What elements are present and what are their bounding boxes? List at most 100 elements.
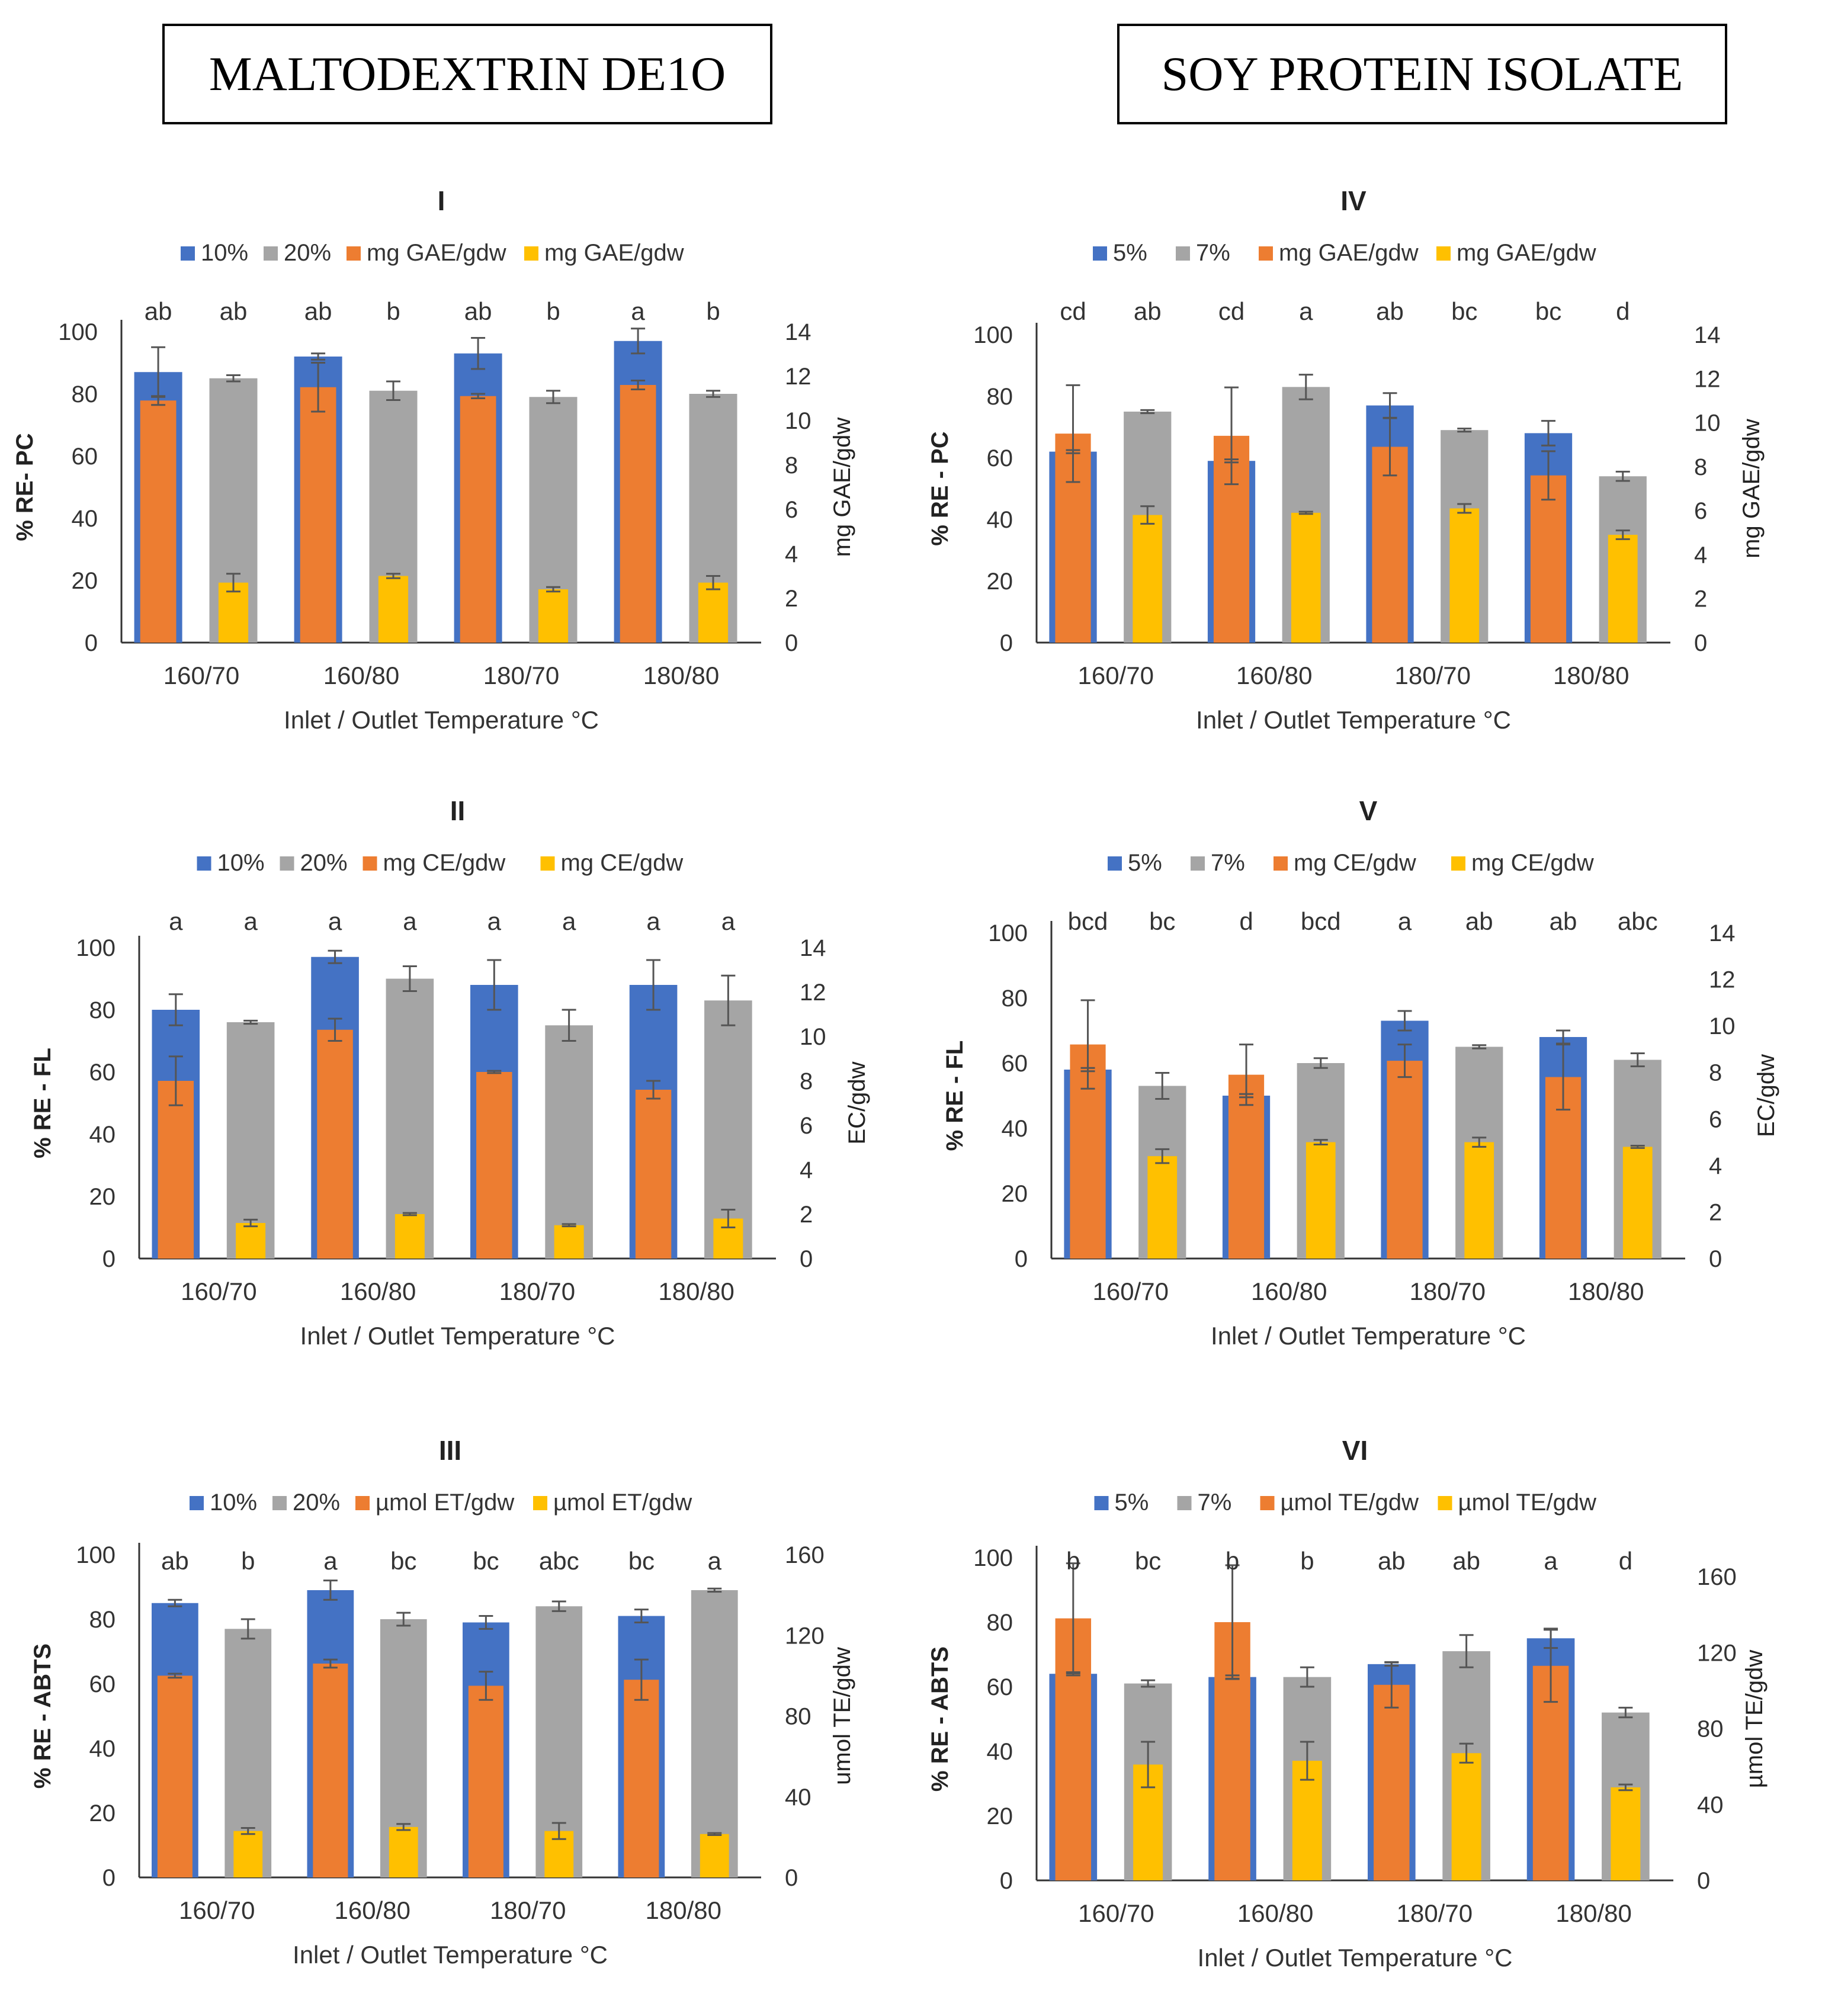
y-tick-label: 60 — [72, 444, 98, 470]
bar-orange-2 — [460, 396, 496, 643]
y2-tick-label: 12 — [1709, 967, 1736, 993]
y2-tick-label: 2 — [1709, 1199, 1722, 1225]
bar-orange-0 — [157, 1675, 193, 1877]
x-tick-label: 160/70 — [1093, 1277, 1169, 1305]
bar-yellow-0 — [218, 582, 249, 643]
bar-orange-0 — [158, 1081, 194, 1259]
x-tick-label: 160/80 — [335, 1896, 410, 1924]
y2-axis-label: umol TE/gdw — [829, 1647, 855, 1785]
y2-tick-label: 8 — [800, 1068, 813, 1094]
significance-letter: ab — [1465, 907, 1493, 935]
y-tick-label: 0 — [102, 1865, 116, 1891]
significance-letter: ab — [220, 297, 248, 325]
bar-orange-3 — [1530, 475, 1567, 643]
significance-letter: ab — [1550, 907, 1577, 935]
legend-label-3: µmol TE/gdw — [1458, 1489, 1597, 1516]
significance-letter: a — [631, 297, 645, 325]
legend-swatch-2 — [355, 1496, 370, 1510]
significance-letter: ab — [1376, 297, 1404, 325]
chart-I: I 10% 20% mg GAE/gdw mg GAE/gdw 0 20 40 60 80 100 0… — [12, 185, 855, 734]
x-axis-label: Inlet / Outlet Temperature °C — [1196, 706, 1511, 734]
x-tick-label: 180/80 — [658, 1277, 734, 1305]
significance-letter: a — [1299, 297, 1313, 325]
y2-tick-label: 2 — [800, 1202, 813, 1228]
bar-orange-3 — [624, 1680, 659, 1877]
legend-swatch-0 — [197, 856, 211, 871]
significance-letter: ab — [1378, 1547, 1406, 1575]
bar-yellow-2 — [1449, 508, 1480, 643]
significance-letter: a — [646, 907, 660, 935]
y-tick-label: 0 — [102, 1246, 116, 1272]
y2-tick-label: 80 — [785, 1704, 811, 1730]
y-tick-label: 80 — [1002, 985, 1028, 1012]
significance-letter: bc — [1149, 907, 1175, 935]
legend-swatch-3 — [1451, 856, 1465, 871]
x-tick-label: 180/80 — [1553, 662, 1629, 689]
y2-tick-label: 120 — [785, 1623, 825, 1649]
y-tick-label: 80 — [987, 384, 1013, 410]
legend-label-0: 5% — [1115, 1489, 1149, 1516]
bar-orange-2 — [468, 1686, 503, 1877]
bar-orange-0 — [140, 400, 177, 643]
y2-axis-label: mg GAE/gdw — [829, 418, 855, 557]
significance-letter: b — [546, 297, 560, 325]
y-tick-label: 100 — [973, 322, 1013, 348]
significance-letter: cd — [1060, 297, 1086, 325]
legend-label-2: mg GAE/gdw — [1279, 240, 1419, 266]
legend-swatch-0 — [190, 1496, 204, 1510]
y-tick-label: 40 — [72, 506, 98, 532]
significance-letter: ab — [1134, 297, 1162, 325]
y2-tick-label: 0 — [785, 1865, 798, 1891]
legend-label-3: mg GAE/gdw — [544, 240, 684, 266]
chart-title: V — [1359, 795, 1378, 826]
y-axis-label: % RE - FL — [30, 1048, 56, 1158]
significance-letter: abc — [1618, 907, 1658, 935]
bar-20pct-2 — [545, 1025, 593, 1259]
significance-letter: bcd — [1301, 907, 1341, 935]
legend-label-2: µmol ET/gdw — [376, 1489, 514, 1516]
y-axis-label: % RE - ABTS — [30, 1643, 56, 1789]
x-tick-label: 180/80 — [1568, 1277, 1644, 1305]
legend-swatch-3 — [540, 856, 555, 871]
significance-letter: b — [1066, 1547, 1080, 1575]
bar-yellow-3 — [1611, 1787, 1641, 1880]
significance-letter: a — [1544, 1547, 1558, 1575]
bar-orange-3 — [635, 1090, 672, 1259]
legend-swatch-2 — [1259, 246, 1273, 261]
legend-label-1: 20% — [284, 240, 331, 266]
y-tick-label: 100 — [76, 1542, 116, 1568]
significance-letter: d — [1616, 297, 1629, 325]
y2-tick-label: 12 — [1694, 366, 1721, 392]
bar-20pct-3 — [691, 1590, 738, 1877]
bar-orange-2 — [476, 1072, 512, 1259]
y2-tick-label: 0 — [1697, 1868, 1710, 1894]
y2-tick-label: 10 — [785, 408, 811, 434]
legend-swatch-1 — [1191, 856, 1205, 871]
y2-tick-label: 6 — [1709, 1106, 1722, 1132]
y2-axis-label: EC/gdw — [844, 1061, 870, 1144]
x-tick-label: 160/80 — [340, 1277, 416, 1305]
y2-tick-label: 6 — [800, 1113, 813, 1139]
legend-swatch-0 — [1094, 1496, 1109, 1510]
legend-label-1: 20% — [300, 850, 348, 876]
bar-yellow-3 — [1622, 1147, 1653, 1259]
y2-tick-label: 8 — [785, 452, 798, 479]
legend-label-3: mg GAE/gdw — [1457, 240, 1596, 266]
bar-orange-1 — [300, 387, 336, 643]
x-tick-label: 160/80 — [1251, 1277, 1327, 1305]
bar-orange-2 — [1372, 447, 1408, 643]
x-tick-label: 160/70 — [181, 1277, 256, 1305]
bar-yellow-2 — [1464, 1142, 1494, 1259]
x-tick-label: 180/80 — [646, 1896, 721, 1924]
x-tick-label: 180/70 — [499, 1277, 575, 1305]
y-tick-label: 40 — [89, 1122, 116, 1148]
y2-tick-label: 120 — [1697, 1640, 1737, 1666]
significance-letter: bc — [628, 1547, 655, 1575]
y2-tick-label: 4 — [785, 541, 798, 567]
significance-letter: bc — [1451, 297, 1477, 325]
chart-II: II 10% 20% mg CE/gdw mg CE/gdw 0 20 40 60 80 100 0 2… — [30, 795, 870, 1350]
x-axis-label: Inlet / Outlet Temperature °C — [300, 1322, 615, 1350]
legend-swatch-0 — [1093, 246, 1107, 261]
legend-swatch-0 — [181, 246, 195, 261]
bar-yellow-2 — [538, 589, 569, 643]
